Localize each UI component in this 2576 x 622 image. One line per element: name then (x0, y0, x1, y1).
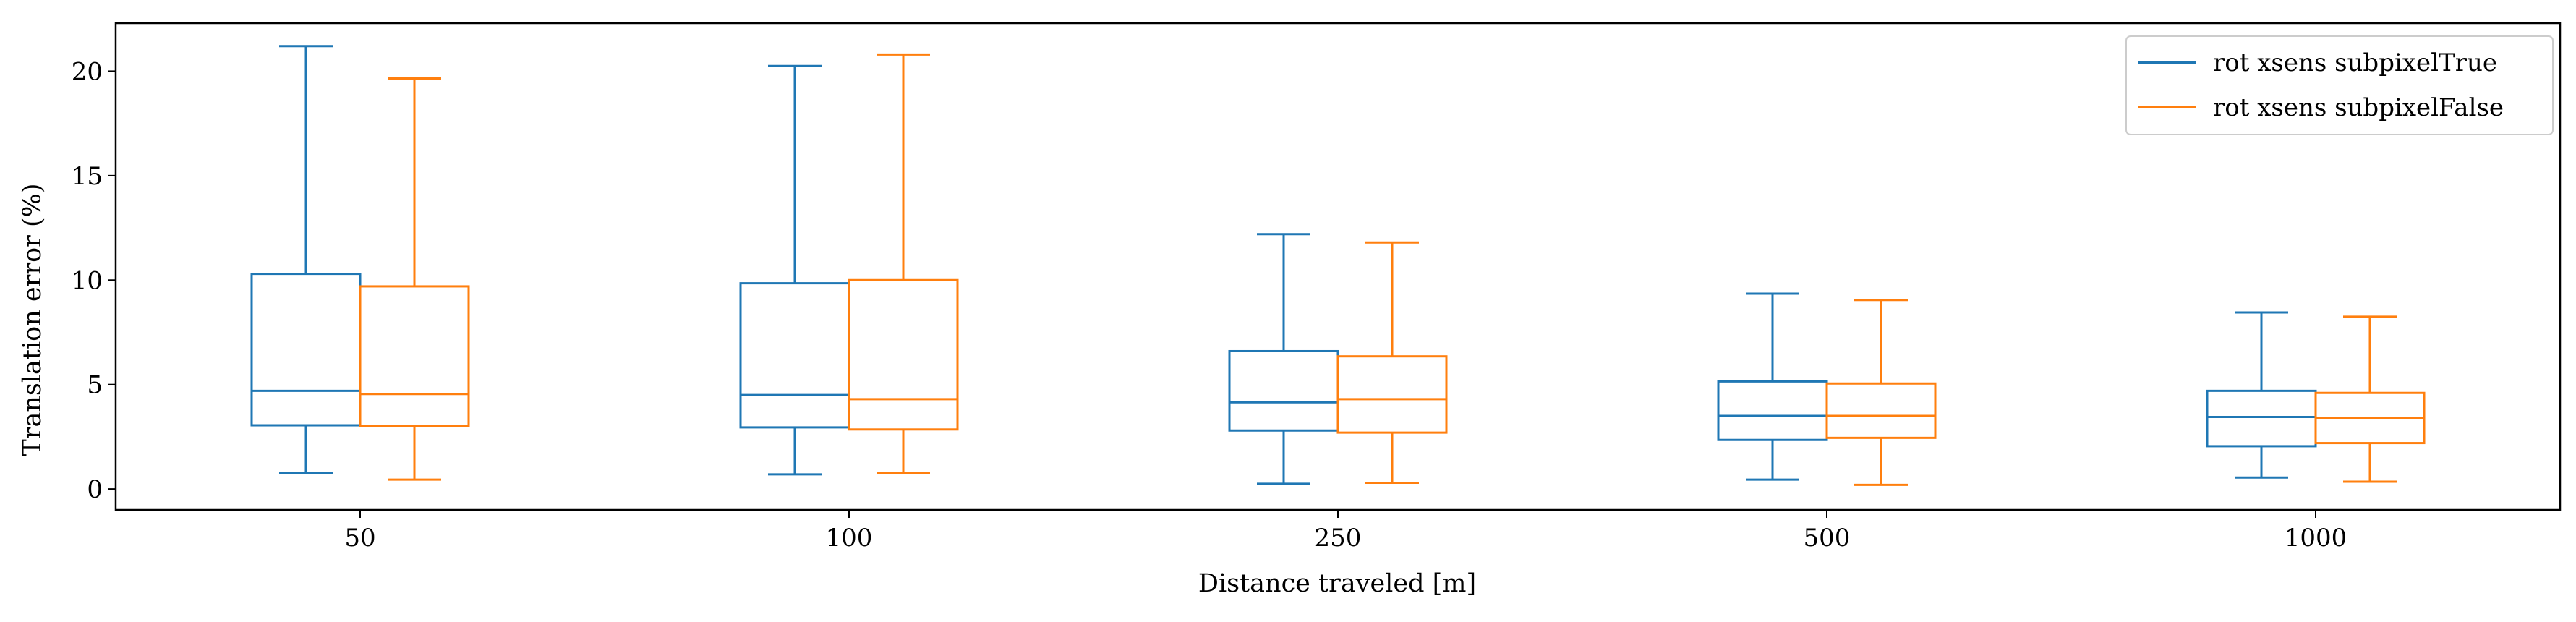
x-axis-label: Distance traveled [m] (1198, 569, 1476, 598)
y-tick-label: 0 (87, 475, 103, 504)
box-100-series-2 (848, 53, 959, 474)
y-tick-label: 20 (72, 57, 103, 86)
box-250-series-2 (1336, 241, 1448, 484)
box-body (1825, 382, 1937, 439)
boxes-layer (250, 45, 2426, 486)
box-body (359, 285, 470, 427)
box-body (1336, 355, 1448, 434)
box-body (848, 278, 959, 431)
x-tick-label: 100 (826, 524, 873, 553)
legend-label-series-2: rot xsens subpixelFalse (2213, 93, 2504, 122)
legend-box (2125, 35, 2554, 135)
box-1000-series-2 (2314, 315, 2426, 483)
legend: rot xsens subpixelTrue rot xsens subpixel… (2125, 35, 2554, 135)
y-axis-label: Translation error (%) (18, 183, 47, 456)
y-tick-label: 10 (72, 266, 103, 295)
y-tick-label: 5 (87, 371, 103, 400)
x-tick-label: 250 (1315, 524, 1362, 553)
legend-label-series-1: rot xsens subpixelTrue (2213, 48, 2497, 77)
x-tick-label: 1000 (2285, 524, 2347, 553)
box-50-series-2 (359, 77, 470, 481)
y-tick-label: 15 (72, 162, 103, 191)
axes-layer: 0 5 10 15 20 50 100 250 500 1000 (72, 22, 2562, 553)
series-2-boxes (359, 53, 2426, 486)
box-500-series-2 (1825, 299, 1937, 486)
box-50-series-1 (250, 45, 362, 474)
x-tick-label: 500 (1804, 524, 1851, 553)
x-tick-label: 50 (344, 524, 375, 553)
